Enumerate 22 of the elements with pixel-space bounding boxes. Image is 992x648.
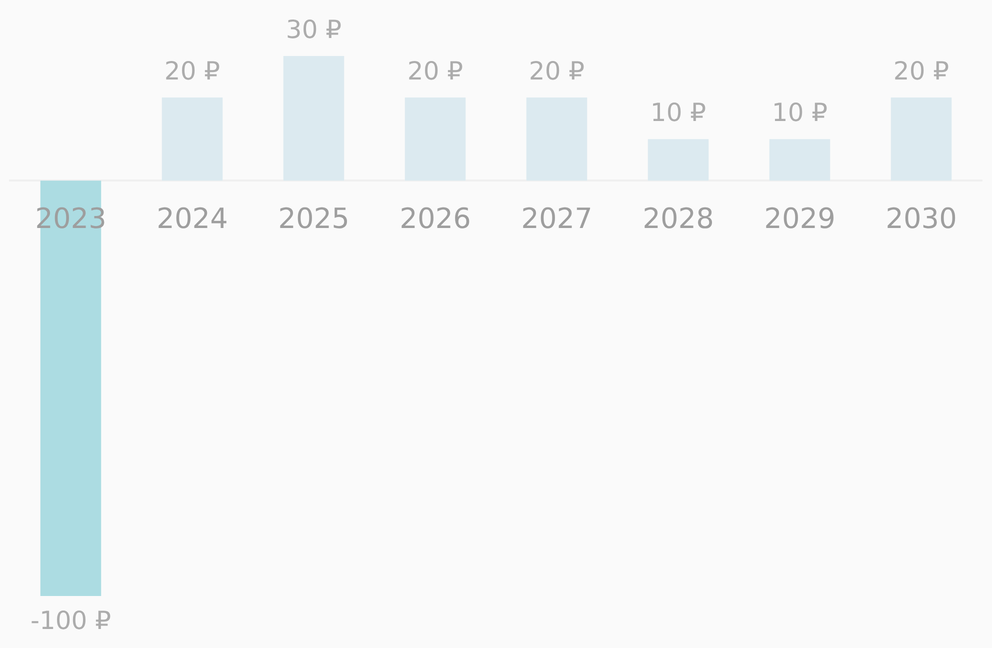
bar [162, 98, 223, 181]
x-tick-label: 2029 [764, 202, 836, 235]
x-tick-label: 2024 [156, 202, 228, 235]
data-label: 10 ₽ [772, 98, 828, 128]
data-label: 20 ₽ [164, 56, 220, 86]
bar [890, 98, 952, 181]
data-label: 20 ₽ [528, 56, 585, 86]
data-label: 20 ₽ [893, 56, 950, 86]
x-tick-label: 2030 [886, 202, 957, 235]
data-label: 10 ₽ [650, 98, 706, 128]
data-label: 30 ₽ [286, 15, 342, 44]
x-tick-label: 2026 [400, 202, 471, 235]
data-label: 20 ₽ [407, 56, 464, 86]
bar [769, 139, 830, 181]
data-label: -100 ₽ [30, 606, 112, 635]
bar [526, 98, 588, 181]
bar [404, 98, 466, 181]
x-tick-label: 2025 [278, 202, 350, 235]
x-tick-label: 2027 [521, 202, 592, 235]
bar [648, 139, 709, 181]
bar [283, 56, 344, 181]
x-tick-label: 2028 [642, 202, 714, 235]
